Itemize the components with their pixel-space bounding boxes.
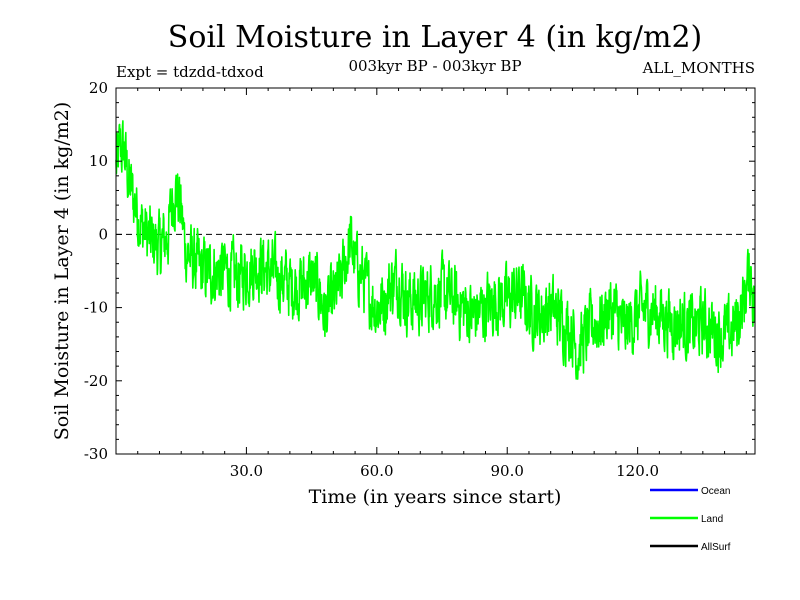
experiment-label: Expt = tdzdd-tdxod bbox=[116, 63, 264, 81]
x-tick-label: 120.0 bbox=[616, 462, 659, 480]
chart-title: Soil Moisture in Layer 4 (in kg/m2) bbox=[168, 20, 702, 55]
legend-label-land: Land bbox=[701, 514, 723, 525]
x-tick-label: 60.0 bbox=[360, 462, 393, 480]
x-axis-label: Time (in years since start) bbox=[309, 486, 562, 508]
y-tick-label: 0 bbox=[98, 225, 108, 243]
x-tick-label: 90.0 bbox=[491, 462, 524, 480]
y-tick-label: -30 bbox=[84, 445, 108, 463]
y-tick-label: -20 bbox=[84, 372, 108, 390]
legend-label-allsurf: AllSurf bbox=[701, 542, 731, 553]
y-tick-label: -10 bbox=[84, 299, 108, 317]
x-tick-label: 30.0 bbox=[230, 462, 263, 480]
y-axis-label: Soil Moisture in Layer 4 (in kg/m2) bbox=[51, 102, 73, 441]
period-label: 003kyr BP - 003kyr BP bbox=[348, 57, 521, 75]
legend-label-ocean: Ocean bbox=[701, 486, 730, 497]
series-line-land bbox=[115, 120, 756, 380]
months-label: ALL_MONTHS bbox=[642, 59, 755, 77]
y-tick-label: 10 bbox=[89, 152, 108, 170]
plot-frame bbox=[115, 87, 756, 455]
y-tick-label: 20 bbox=[89, 79, 108, 97]
